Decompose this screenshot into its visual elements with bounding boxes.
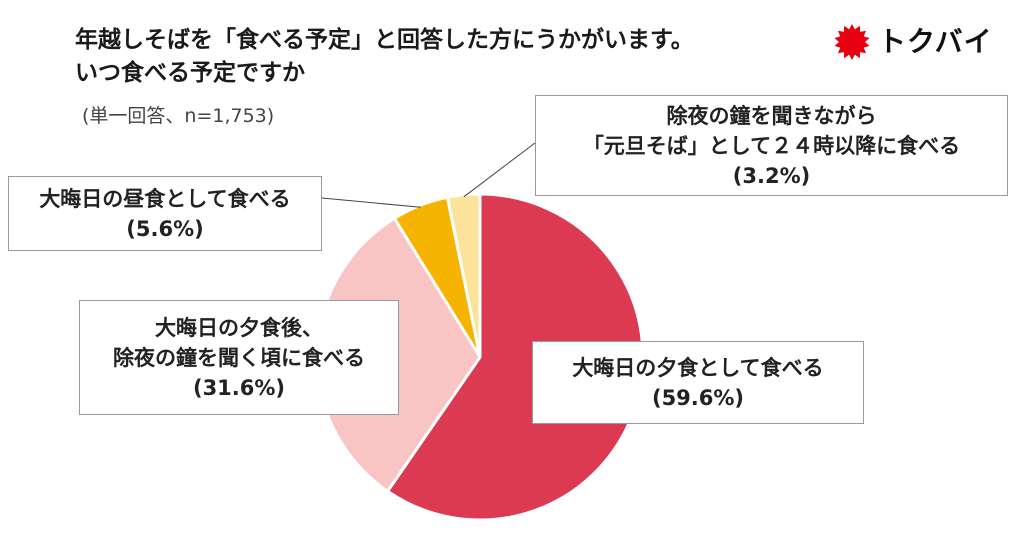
callout-dinner: 大晦日の夕食として食べる (59.6%): [532, 341, 864, 424]
leader-line-new-year: [463, 142, 536, 198]
chart-title-line1: 年越しそばを「食べる予定」と回答した方にうかがいます。: [75, 27, 694, 53]
leader-line-lunch: [321, 197, 421, 208]
callout-after-dinner: 大晦日の夕食後、 除夜の鐘を聞く頃に食べる (31.6%): [79, 300, 399, 415]
callout-lunch-label-line1: 大晦日の昼食として食べる: [39, 186, 291, 211]
callout-new-year-label-line1: 除夜の鐘を聞きながら: [666, 103, 877, 128]
callout-after-dinner-label-line1: 大晦日の夕食後、: [155, 315, 323, 340]
chart-subtitle: (単一回答、n=1,753): [82, 105, 275, 127]
tokubai-logo-icon: [834, 24, 870, 60]
callout-dinner-label-line1: 大晦日の夕食として食べる: [572, 355, 824, 380]
callout-lunch-value: (5.6%): [126, 216, 204, 241]
chart-title: 年越しそばを「食べる予定」と回答した方にうかがいます。 いつ食べる予定ですか: [75, 24, 694, 90]
callout-after-dinner-value: (31.6%): [192, 375, 286, 400]
callout-new-year-value: (3.2%): [732, 163, 811, 188]
pie-slice-new-year: [445, 192, 482, 359]
callout-dinner-value: (59.6%): [651, 385, 745, 410]
callout-after-dinner-label-line2: 除夜の鐘を聞く頃に食べる: [113, 345, 365, 370]
brand-name: トクバイ: [878, 25, 993, 58]
callout-new-year-label-line2: 「元旦そば」として２４時以降に食べる: [582, 133, 961, 158]
chart-title-line2: いつ食べる予定ですか: [75, 60, 305, 86]
callout-lunch: 大晦日の昼食として食べる (5.6%): [8, 176, 322, 251]
callout-new-year: 除夜の鐘を聞きながら 「元旦そば」として２４時以降に食べる (3.2%): [535, 95, 1008, 196]
